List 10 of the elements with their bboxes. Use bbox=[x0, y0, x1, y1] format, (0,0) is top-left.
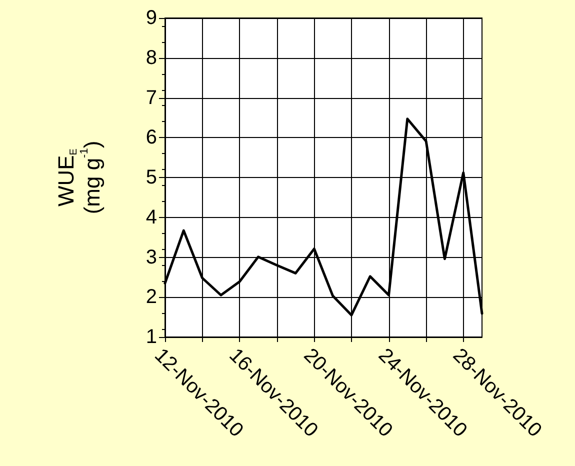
y-tick-label: 3 bbox=[146, 246, 157, 268]
y-axis-title: WUEE (mg g-1) bbox=[54, 140, 104, 214]
y-tick-label: 4 bbox=[146, 206, 157, 228]
y-tick-label: 2 bbox=[146, 286, 157, 308]
y-tick-label: 1 bbox=[146, 326, 157, 348]
y-tick-label: 8 bbox=[146, 46, 157, 69]
y-tick-label: 9 bbox=[146, 7, 157, 29]
y-tick-label: 5 bbox=[146, 166, 157, 188]
y-tick-label: 7 bbox=[146, 86, 157, 109]
y-tick-label: 6 bbox=[146, 126, 157, 149]
